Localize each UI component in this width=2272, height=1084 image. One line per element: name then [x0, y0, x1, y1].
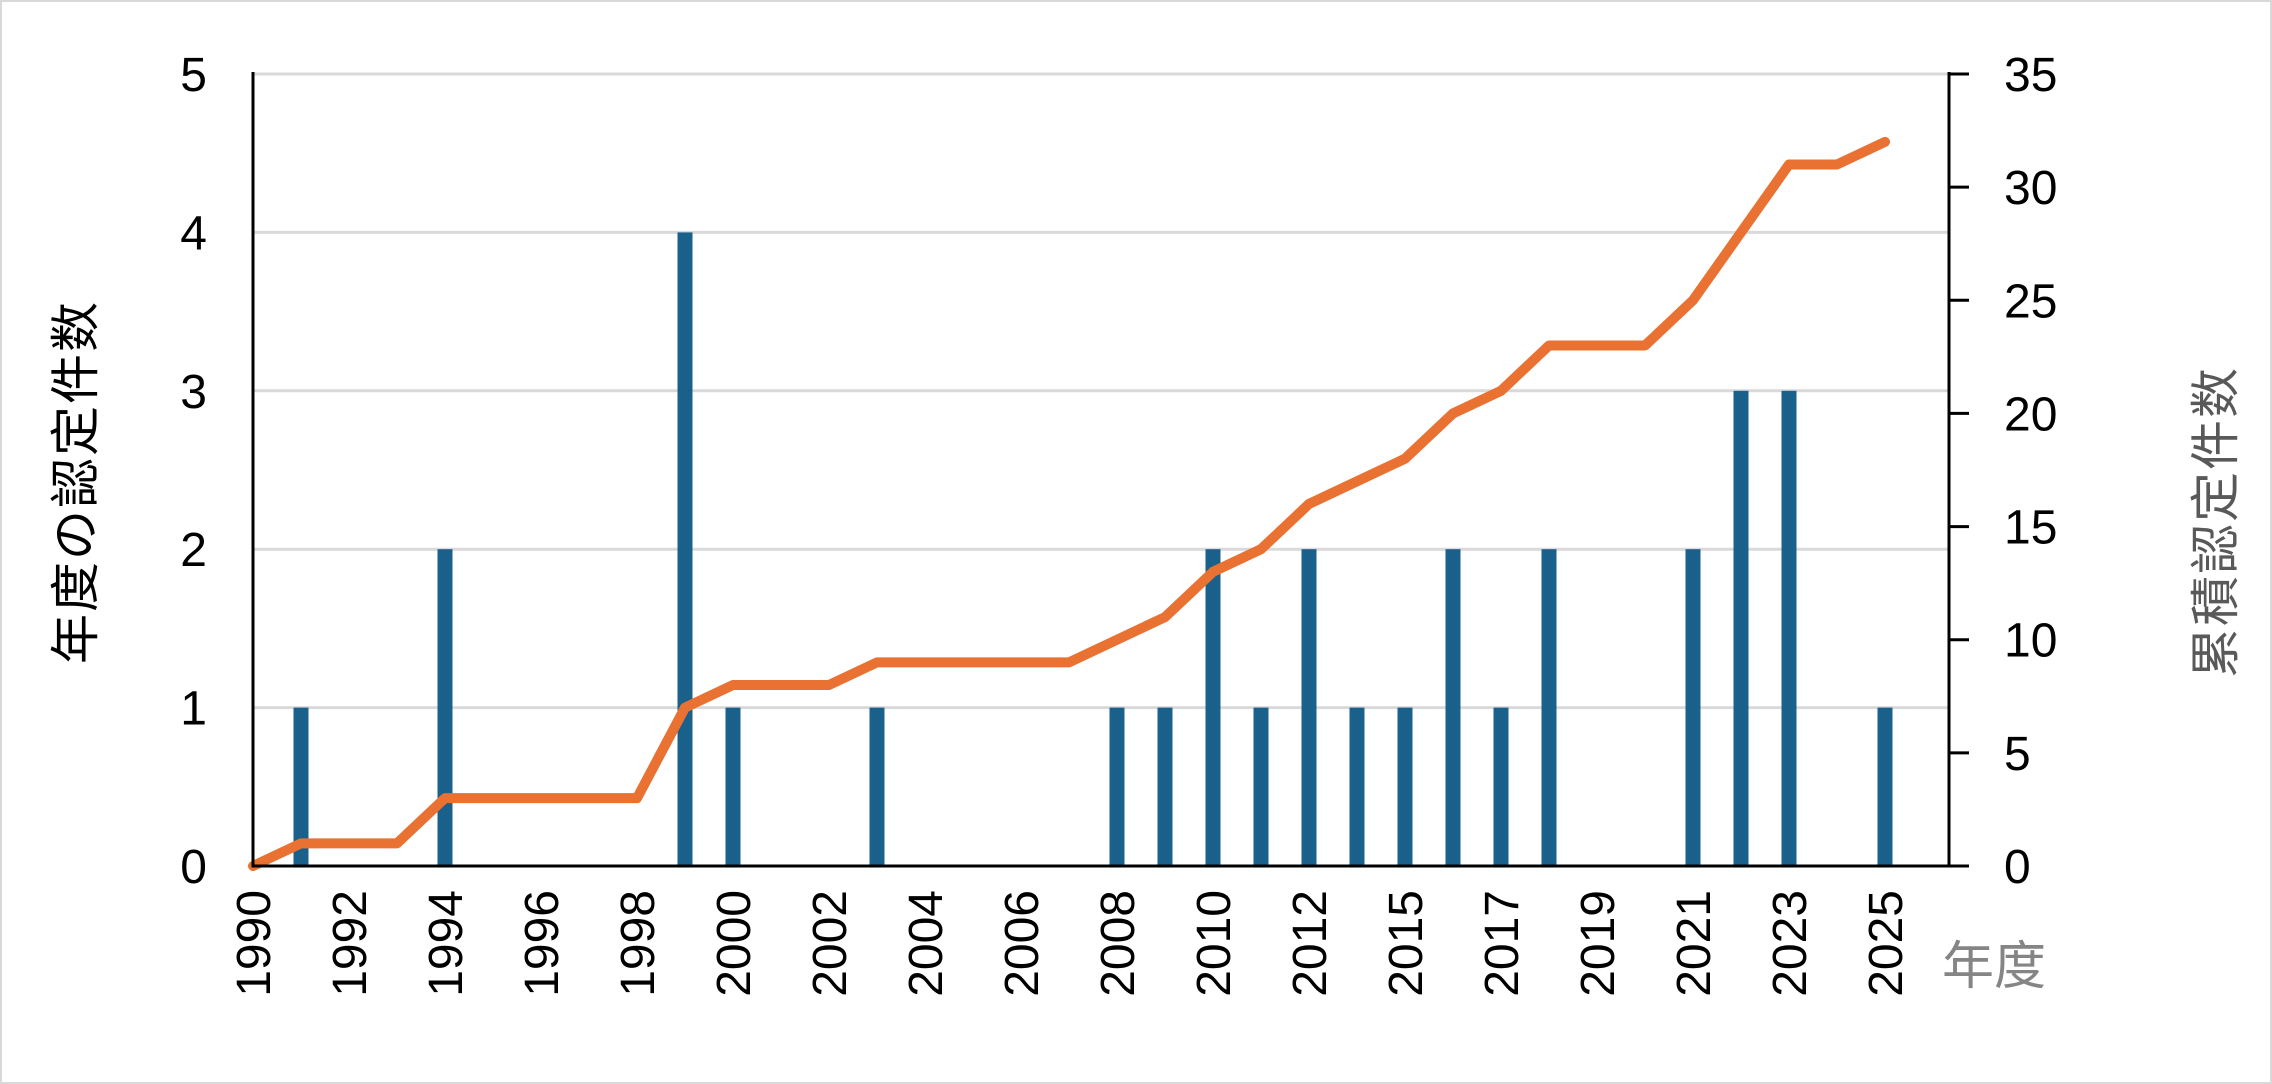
x-tick-label-1992: 1992 [324, 890, 377, 997]
left-tick-label-2: 2 [180, 524, 207, 577]
bar-2023 [1781, 390, 1797, 866]
bar-2017 [1493, 707, 1509, 866]
bar-2014 [1349, 707, 1365, 866]
bar-2003 [869, 707, 885, 866]
bar-2018 [1541, 549, 1557, 866]
bar-1994 [437, 549, 453, 866]
x-tick-label-2021: 2021 [1668, 890, 1721, 997]
bar-2015 [1397, 707, 1413, 866]
cumulative-line [248, 136, 1890, 871]
x-tick-label-2008: 2008 [1092, 890, 1145, 997]
x-tick-label-2023: 2023 [1764, 890, 1817, 997]
right-tick-label-30: 30 [2004, 162, 2057, 215]
bar-1991 [293, 707, 309, 866]
bar-2025 [1877, 707, 1893, 866]
x-tick-label-2004: 2004 [900, 890, 953, 997]
right-tick-label-5: 5 [2004, 728, 2031, 781]
bar-2000 [725, 707, 741, 866]
right-tick-label-15: 15 [2004, 502, 2057, 555]
bar-2011 [1253, 707, 1269, 866]
bar-2008 [1109, 707, 1125, 866]
x-tick-label-2010: 2010 [1188, 890, 1241, 997]
left-tick-label-1: 1 [180, 683, 207, 736]
x-tick-label-1990: 1990 [228, 890, 281, 997]
x-tick-label-2025: 2025 [1860, 890, 1913, 997]
right-tick-label-0: 0 [2004, 841, 2031, 894]
bar-2010 [1205, 549, 1221, 866]
x-tick-label-2019: 2019 [1572, 890, 1625, 997]
right-tick-label-35: 35 [2004, 49, 2057, 102]
bar-2022 [1733, 390, 1749, 866]
x-tick-label-2012: 2012 [1284, 890, 1337, 997]
left-tick-label-4: 4 [180, 207, 207, 260]
right-tick-label-25: 25 [2004, 275, 2057, 328]
bar-2021 [1685, 549, 1701, 866]
x-tick-label-1998: 1998 [612, 890, 665, 997]
right-tick-label-10: 10 [2004, 615, 2057, 668]
x-tick-label-2006: 2006 [996, 890, 1049, 997]
x-tick-label-1994: 1994 [420, 890, 473, 997]
bar-1999 [677, 232, 693, 866]
right-tick-label-20: 20 [2004, 388, 2057, 441]
x-tick-label-1996: 1996 [516, 890, 569, 997]
bar-2009 [1157, 707, 1173, 866]
x-tick-label-2002: 2002 [804, 890, 857, 997]
bar-2016 [1445, 549, 1461, 866]
left-tick-label-5: 5 [180, 49, 207, 102]
x-tick-label-2000: 2000 [708, 890, 761, 997]
bar-2012 [1301, 549, 1317, 866]
left-tick-label-0: 0 [180, 841, 207, 894]
x-tick-label-2015: 2015 [1380, 890, 1433, 997]
left-tick-label-3: 3 [180, 366, 207, 419]
x-tick-label-2017: 2017 [1476, 890, 1529, 997]
